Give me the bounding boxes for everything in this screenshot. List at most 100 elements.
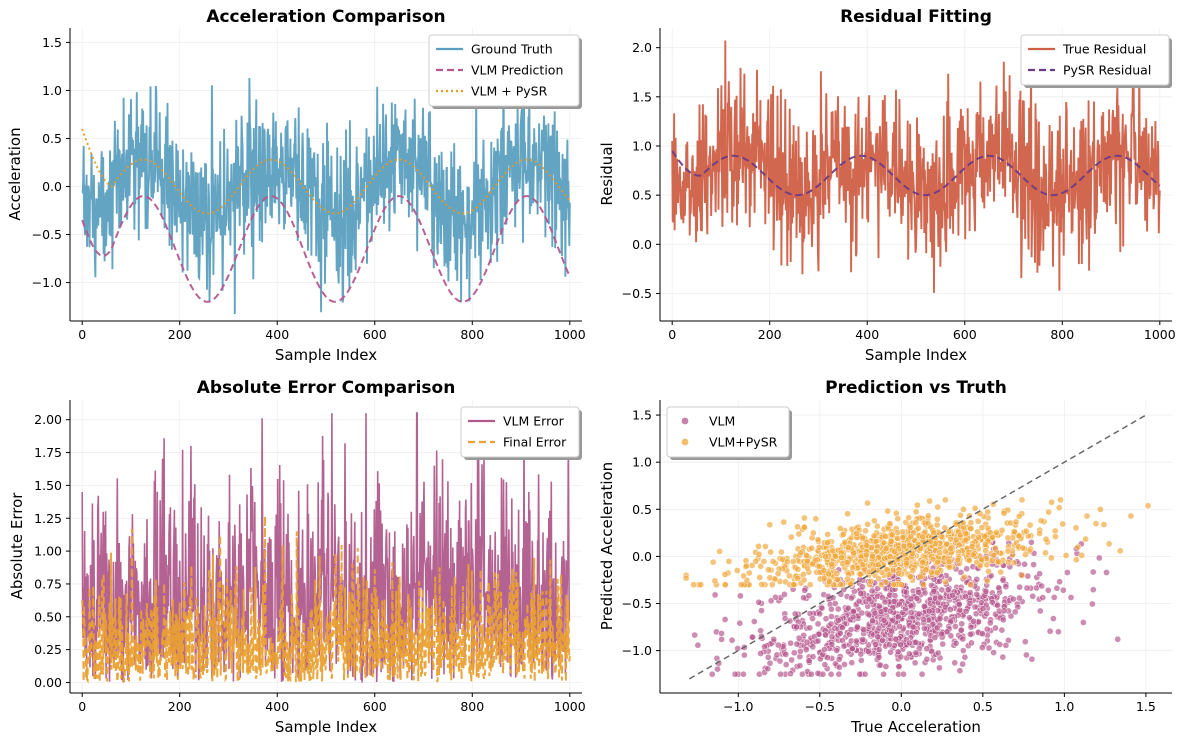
scatter-point-1-649 bbox=[795, 575, 801, 581]
scatter-point-0-867 bbox=[834, 647, 840, 653]
scatter-point-0-802 bbox=[1090, 569, 1096, 575]
scatter-point-0-843 bbox=[999, 627, 1005, 633]
scatter-point-1-799 bbox=[844, 559, 850, 565]
scatter-point-1-959 bbox=[975, 534, 981, 540]
scatter-point-0-949 bbox=[1022, 561, 1028, 567]
scatter-point-0-737 bbox=[1010, 596, 1016, 602]
scatter-point-0-144 bbox=[719, 636, 725, 642]
scatter-point-1-935 bbox=[1016, 533, 1022, 539]
scatter-point-0-517 bbox=[984, 626, 990, 632]
scatter-point-0-640 bbox=[883, 663, 889, 669]
scatter-point-1-918 bbox=[955, 557, 961, 563]
scatter-point-0-965 bbox=[897, 623, 903, 629]
scatter-point-1-264 bbox=[1043, 536, 1049, 542]
scatter-point-1-645 bbox=[734, 567, 740, 573]
scatter-point-0-651 bbox=[806, 593, 812, 599]
scatter-point-1-740 bbox=[963, 531, 969, 537]
scatter-point-1-302 bbox=[816, 544, 822, 550]
scatter-point-0-456 bbox=[1096, 555, 1102, 561]
scatter-point-0-796 bbox=[856, 598, 862, 604]
scatter-point-1-109 bbox=[1106, 541, 1112, 547]
scatter-point-0-849 bbox=[948, 633, 954, 639]
abserr-xtick-label-4: 800 bbox=[460, 699, 484, 714]
scatter-point-0-137 bbox=[964, 566, 970, 572]
scatter-legend-marker-0 bbox=[682, 418, 689, 425]
scatter-point-1-947 bbox=[982, 533, 988, 539]
residual-ytick-label-0: −0.5 bbox=[622, 286, 652, 301]
scatter-point-0-581 bbox=[1017, 584, 1023, 590]
scatter-point-1-676 bbox=[1048, 555, 1054, 561]
scatter-point-1-756 bbox=[914, 502, 920, 508]
scatter-point-0-704 bbox=[822, 662, 828, 668]
scatter-point-0-898 bbox=[931, 588, 937, 594]
scatter-point-0-776 bbox=[718, 630, 724, 636]
scatter-point-1-835 bbox=[834, 571, 840, 577]
residual-legend-label-0: True Residual bbox=[1062, 42, 1146, 57]
scatter-point-1-907 bbox=[946, 564, 952, 570]
scatter-point-0-344 bbox=[783, 662, 789, 668]
scatter-point-0-785 bbox=[992, 625, 998, 631]
scatter-ytick-label-1: −0.5 bbox=[622, 596, 652, 611]
scatter-point-1-991 bbox=[765, 567, 771, 573]
scatter-point-1-846 bbox=[900, 534, 906, 540]
scatter-point-1-924 bbox=[953, 537, 959, 543]
scatter-point-0-754 bbox=[740, 671, 746, 677]
scatter-point-1-830 bbox=[910, 568, 916, 574]
scatter-point-1-732 bbox=[1093, 521, 1099, 527]
scatter-point-1-782 bbox=[934, 516, 940, 522]
scatter-point-0-985 bbox=[947, 606, 953, 612]
scatter-point-0-948 bbox=[967, 600, 973, 606]
scatter-chart-title: Prediction vs Truth bbox=[825, 378, 1007, 398]
scatter-point-1-396 bbox=[1019, 572, 1025, 578]
scatter-point-0-799 bbox=[924, 646, 930, 652]
abserr-xtick-label-0: 0 bbox=[78, 699, 86, 714]
scatter-point-1-962 bbox=[889, 532, 895, 538]
scatter-point-1-9 bbox=[1128, 513, 1134, 519]
scatter-point-1-411 bbox=[1073, 525, 1079, 531]
abserr-xtick-label-1: 200 bbox=[168, 699, 192, 714]
scatter-point-0-957 bbox=[910, 624, 916, 630]
abserr-y-axis-label: Absolute Error bbox=[8, 492, 26, 600]
scatter-point-0-988 bbox=[916, 611, 922, 617]
scatter-point-1-178 bbox=[813, 516, 819, 522]
scatter-point-1-82 bbox=[717, 548, 723, 554]
scatter-point-1-971 bbox=[931, 530, 937, 536]
scatter-point-1-380 bbox=[810, 530, 816, 536]
scatter-point-1-712 bbox=[768, 549, 774, 555]
scatter-point-1-301 bbox=[1042, 550, 1048, 556]
scatter-point-1-934 bbox=[874, 548, 880, 554]
scatter-point-1-633 bbox=[925, 520, 931, 526]
accel-ytick-label-3: 0.5 bbox=[42, 131, 62, 146]
scatter-point-1-978 bbox=[784, 559, 790, 565]
scatter-point-0-823 bbox=[876, 654, 882, 660]
scatter-point-0-885 bbox=[815, 638, 821, 644]
scatter-xtick-label-4: 1.0 bbox=[1054, 699, 1074, 714]
scatter-point-1-809 bbox=[1016, 513, 1022, 519]
scatter-point-1-708 bbox=[746, 570, 752, 576]
scatter-point-0-857 bbox=[893, 636, 899, 642]
scatter-point-0-685 bbox=[866, 612, 872, 618]
scatter-point-1-916 bbox=[876, 575, 882, 581]
scatter-point-0-2 bbox=[1115, 636, 1121, 642]
scatter-point-0-983 bbox=[777, 658, 783, 664]
scatter-point-1-700 bbox=[921, 582, 927, 588]
scatter-point-0-777 bbox=[809, 615, 815, 621]
scatter-point-0-724 bbox=[835, 617, 841, 623]
scatter-point-0-312 bbox=[1023, 652, 1029, 658]
scatter-point-0-909 bbox=[806, 658, 812, 664]
scatter-point-0-680 bbox=[777, 671, 783, 677]
scatter-point-0-56 bbox=[1089, 601, 1095, 607]
scatter-point-0-198 bbox=[709, 671, 715, 677]
scatter-point-0-791 bbox=[828, 621, 834, 627]
abserr-ytick-label-0: 0.00 bbox=[34, 675, 62, 690]
scatter-point-1-885 bbox=[937, 550, 943, 556]
scatter-point-0-779 bbox=[797, 663, 803, 669]
scatter-point-0-584 bbox=[796, 635, 802, 641]
scatter-point-0-974 bbox=[789, 657, 795, 663]
scatter-point-1-295 bbox=[778, 549, 784, 555]
scatter-point-0-821 bbox=[845, 605, 851, 611]
scatter-point-1-734 bbox=[1005, 548, 1011, 554]
scatter-point-0-628 bbox=[921, 617, 927, 623]
scatter-point-0-314 bbox=[1028, 539, 1034, 545]
scatter-point-0-578 bbox=[836, 664, 842, 670]
